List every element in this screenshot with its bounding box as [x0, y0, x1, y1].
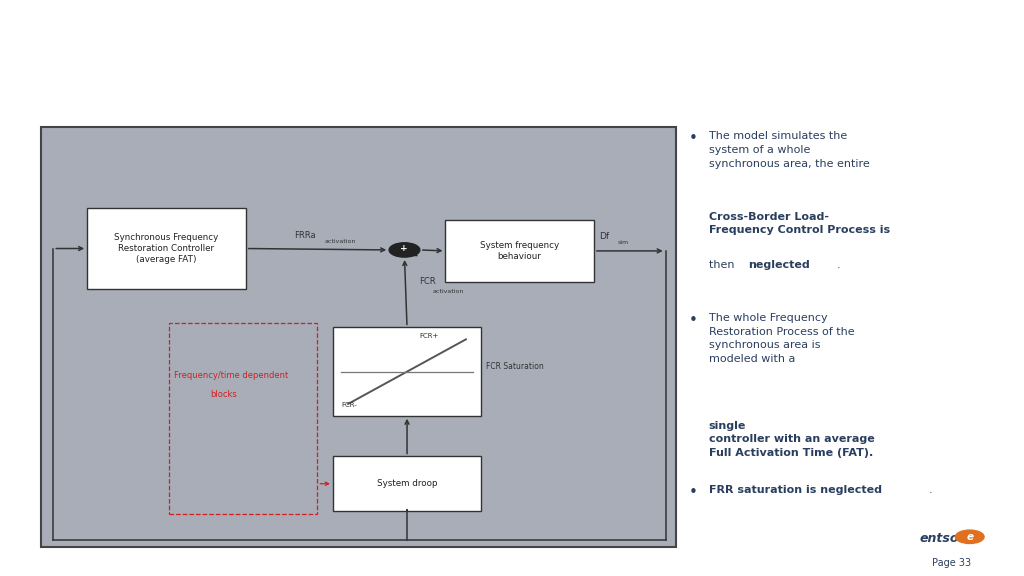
Text: -: -	[414, 251, 418, 261]
Text: neglected: neglected	[749, 260, 810, 271]
Text: CBA Methodology Proposal: CBA Methodology Proposal	[18, 21, 442, 50]
Text: FCR+: FCR+	[419, 333, 438, 339]
Text: The model simulates the
system of a whole
synchronous area, the entire: The model simulates the system of a whol…	[709, 131, 869, 169]
Text: sim: sim	[617, 240, 629, 245]
Text: FCR: FCR	[420, 277, 436, 286]
Text: blocks: blocks	[210, 390, 237, 399]
FancyBboxPatch shape	[445, 220, 594, 282]
Circle shape	[389, 242, 420, 257]
Text: FCR Saturation: FCR Saturation	[486, 362, 544, 372]
Text: entso: entso	[920, 532, 959, 545]
FancyBboxPatch shape	[41, 127, 676, 547]
Text: •: •	[689, 485, 698, 500]
Text: •: •	[689, 131, 698, 146]
Text: activation: activation	[433, 290, 464, 294]
Text: •: •	[689, 313, 698, 328]
Text: Dynamic simulation model: Dynamic simulation model	[18, 64, 316, 84]
Text: .: .	[929, 485, 933, 495]
Text: FCR-: FCR-	[341, 402, 356, 408]
Text: Frequency/time dependent: Frequency/time dependent	[174, 370, 289, 380]
Text: System frequency
behaviour: System frequency behaviour	[480, 241, 559, 261]
Text: FRR saturation is neglected: FRR saturation is neglected	[709, 485, 882, 495]
Text: +: +	[399, 244, 408, 252]
Circle shape	[955, 530, 984, 544]
Text: FRRa: FRRa	[294, 231, 315, 240]
FancyBboxPatch shape	[333, 327, 481, 416]
Text: Df: Df	[599, 232, 609, 241]
Text: Cross-Border Load-
Frequency Control Process is: Cross-Border Load- Frequency Control Pro…	[709, 212, 890, 236]
Text: Synchronous Frequency
Restoration Controller
(average FAT): Synchronous Frequency Restoration Contro…	[115, 233, 218, 264]
FancyBboxPatch shape	[87, 208, 246, 289]
Text: single
controller with an average
Full Activation Time (FAT).: single controller with an average Full A…	[709, 420, 874, 458]
Text: activation: activation	[325, 239, 356, 244]
Text: Page 33: Page 33	[932, 558, 971, 568]
Text: e: e	[967, 532, 973, 542]
FancyBboxPatch shape	[333, 456, 481, 511]
Text: System droop: System droop	[377, 479, 437, 488]
Text: then: then	[709, 260, 737, 271]
Text: .: .	[837, 260, 841, 271]
Text: The whole Frequency
Restoration Process of the
synchronous area is
modeled with : The whole Frequency Restoration Process …	[709, 313, 854, 364]
